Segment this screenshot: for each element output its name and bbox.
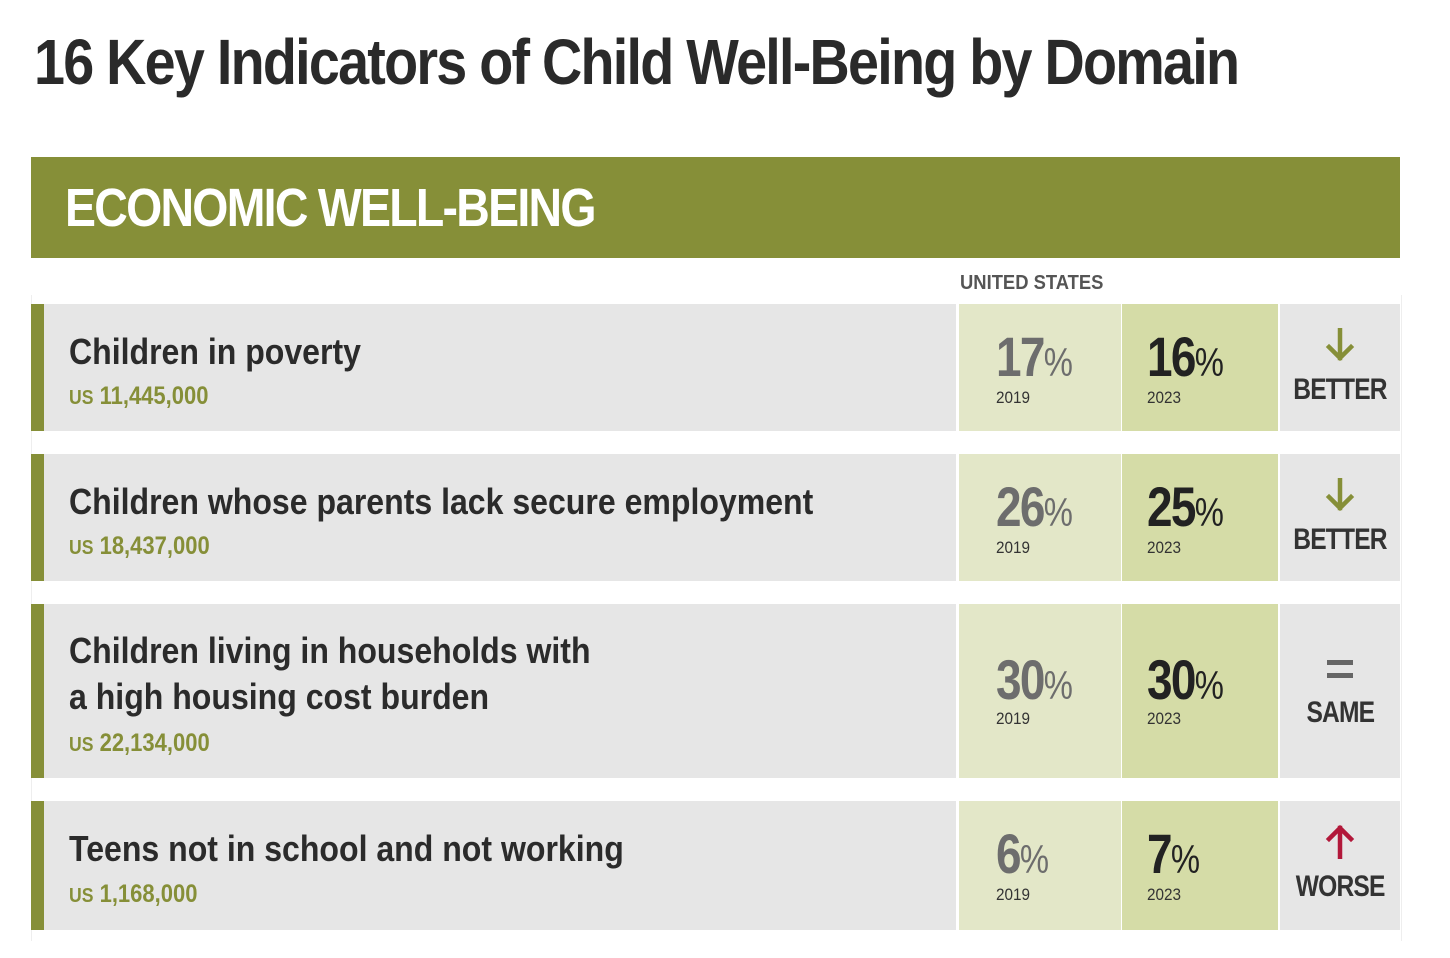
indicator-name: Children in poverty [69, 331, 361, 372]
value-2019-cell: 17% 2019 [959, 304, 1121, 431]
value-2023: 30% [1147, 648, 1224, 711]
count-value: 11,445,000 [99, 382, 209, 410]
year-2019-label: 2019 [996, 388, 1031, 407]
row-accent-bar [31, 304, 44, 431]
value-2019-cell: 30% 2019 [959, 604, 1121, 778]
indicator-row: Teens not in school and not working US 1… [31, 801, 1400, 930]
trend-label: BETTER [1293, 523, 1387, 556]
domain-title: ECONOMIC WELL-BEING [65, 178, 596, 238]
arrow-up-icon [1280, 823, 1400, 864]
value-2023-cell: 7% 2023 [1122, 801, 1278, 930]
value-2019: 6% [996, 822, 1050, 885]
indicator-count: US 1,168,000 [69, 880, 197, 910]
row-accent-bar [31, 801, 44, 930]
value-2023-cell: 16% 2023 [1122, 304, 1278, 431]
trend-cell: WORSE [1280, 801, 1400, 930]
value-2019: 17% [996, 325, 1073, 388]
trend-cell: BETTER [1280, 454, 1400, 581]
trend-label: BETTER [1293, 373, 1387, 406]
indicator-count: US 18,437,000 [69, 532, 210, 562]
year-2023-label: 2023 [1147, 388, 1182, 407]
arrow-down-icon [1280, 328, 1400, 367]
indicator-row: Children in poverty US 11,445,000 17% 20… [31, 304, 1400, 431]
value-2023-cell: 25% 2023 [1122, 454, 1278, 581]
region-label: UNITED STATES [960, 272, 1104, 294]
value-2019: 26% [996, 475, 1073, 538]
count-prefix: US [69, 387, 94, 409]
value-2019-cell: 26% 2019 [959, 454, 1121, 581]
arrow-down-icon [1280, 478, 1400, 517]
indicator-row: Children whose parents lack secure emplo… [31, 454, 1400, 581]
row-accent-bar [31, 604, 44, 778]
value-2023: 25% [1147, 475, 1224, 538]
indicator-label-cell: Children whose parents lack secure emplo… [44, 454, 956, 581]
indicator-label-cell: Teens not in school and not working US 1… [44, 801, 956, 930]
year-2023-label: 2023 [1147, 538, 1182, 557]
value-2019: 30% [996, 648, 1073, 711]
value-2023: 16% [1147, 325, 1224, 388]
indicator-label-cell: Children living in households with a hig… [44, 604, 956, 778]
indicator-row: Children living in households with a hig… [31, 604, 1400, 778]
trend-cell: SAME [1280, 604, 1400, 778]
year-2023-label: 2023 [1147, 885, 1182, 904]
indicator-name-line-1: Children living in households with [69, 630, 591, 671]
year-2019-label: 2019 [996, 709, 1031, 728]
year-2019-label: 2019 [996, 538, 1031, 557]
count-prefix: US [69, 537, 94, 559]
indicator-name-line-2: a high housing cost burden [69, 676, 490, 717]
value-2023: 7% [1147, 822, 1201, 885]
trend-label: SAME [1306, 696, 1375, 729]
year-2019-label: 2019 [996, 885, 1031, 904]
indicator-name: Teens not in school and not working [69, 828, 624, 869]
value-2023-cell: 30% 2023 [1122, 604, 1278, 778]
count-value: 1,168,000 [99, 880, 198, 908]
trend-label: WORSE [1295, 870, 1386, 903]
indicator-count: US 22,134,000 [69, 729, 210, 759]
page-title: 16 Key Indicators of Child Well-Being by… [34, 26, 1240, 98]
year-2023-label: 2023 [1147, 709, 1182, 728]
indicator-name: Children whose parents lack secure emplo… [69, 481, 814, 522]
domain-banner: ECONOMIC WELL-BEING [31, 157, 1400, 258]
indicator-count: US 11,445,000 [69, 382, 208, 412]
indicator-label-cell: Children in poverty US 11,445,000 [44, 304, 956, 431]
count-prefix: US [69, 734, 94, 756]
count-value: 22,134,000 [99, 729, 210, 757]
equals-icon [1280, 658, 1400, 687]
value-2019-cell: 6% 2019 [959, 801, 1121, 930]
count-value: 18,437,000 [99, 532, 210, 560]
row-accent-bar [31, 454, 44, 581]
trend-cell: BETTER [1280, 304, 1400, 431]
count-prefix: US [69, 885, 94, 907]
